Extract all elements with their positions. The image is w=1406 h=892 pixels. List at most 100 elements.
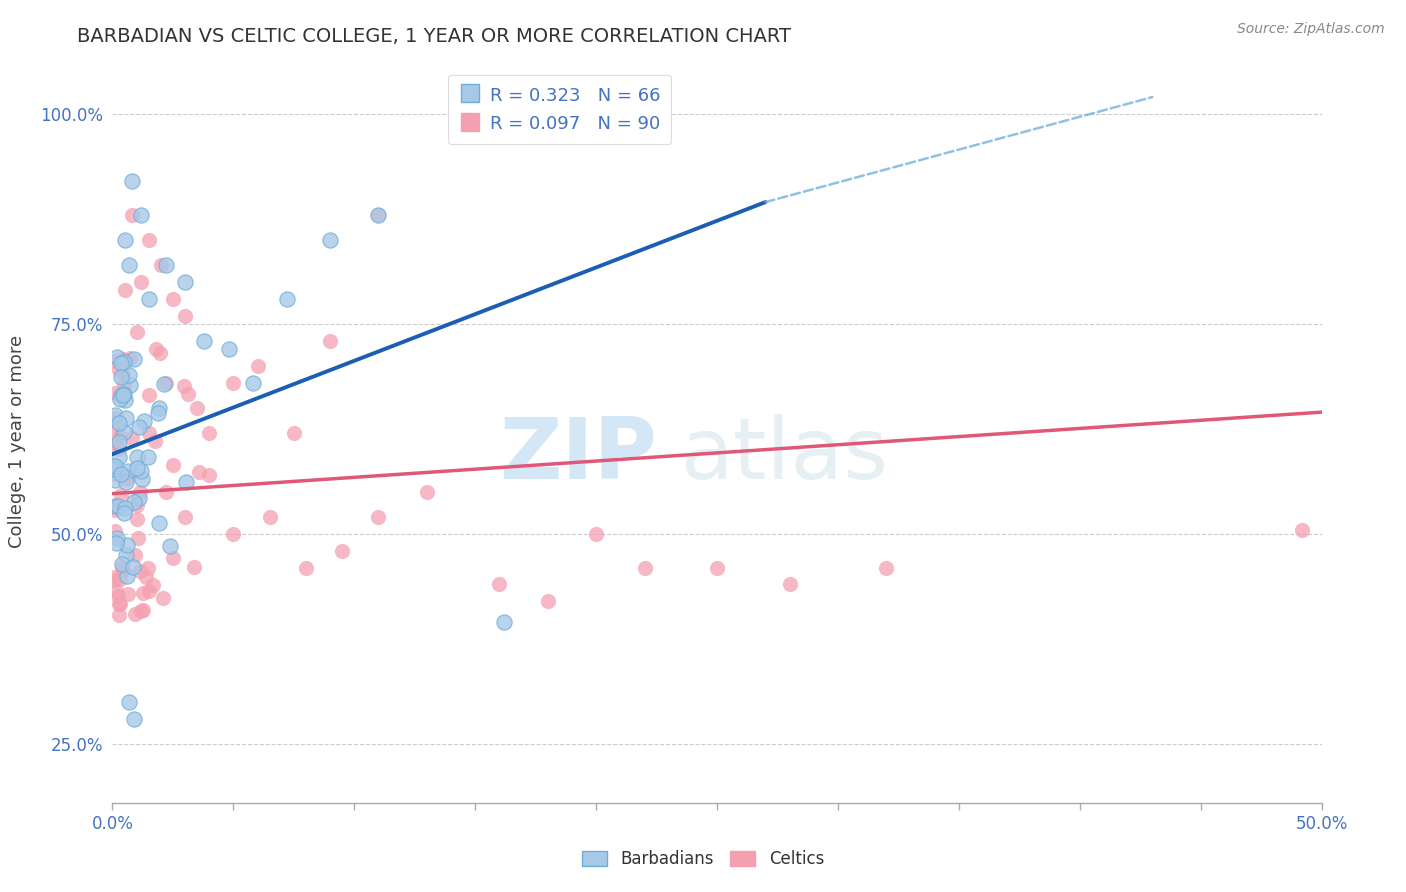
Point [138, 292, 160, 306]
Point [132, 414, 155, 428]
Point [115, 411, 138, 425]
Point [138, 426, 160, 441]
Point [122, 495, 145, 509]
Point [138, 584, 160, 599]
Point [222, 527, 245, 541]
Point [108, 442, 131, 456]
Point [136, 561, 159, 575]
Point [117, 464, 139, 478]
Point [112, 425, 135, 439]
Legend: R = 0.323   N = 66, R = 0.097   N = 90: R = 0.323 N = 66, R = 0.097 N = 90 [449, 75, 671, 145]
Point [117, 568, 139, 582]
Point [107, 450, 129, 464]
Point [173, 378, 195, 392]
Point [104, 425, 127, 439]
Point [162, 458, 184, 472]
Point [104, 436, 127, 450]
Point [104, 354, 127, 368]
Point [706, 560, 728, 574]
Point [117, 472, 139, 486]
Point [112, 377, 135, 392]
Point [155, 376, 177, 390]
Point [155, 258, 177, 272]
Point [174, 275, 197, 289]
Point [127, 450, 149, 465]
Point [145, 342, 167, 356]
Point [148, 516, 170, 530]
Point [108, 392, 131, 407]
Point [108, 429, 131, 443]
Point [118, 368, 141, 382]
Point [124, 607, 146, 621]
Point [110, 370, 132, 384]
Point [108, 434, 131, 449]
Point [585, 527, 607, 541]
Point [112, 506, 135, 520]
Point [131, 275, 153, 289]
Point [319, 233, 342, 247]
Point [122, 712, 145, 726]
Point [104, 473, 127, 487]
Text: ZIP: ZIP [499, 415, 657, 498]
Point [174, 510, 197, 524]
Point [108, 597, 131, 611]
Point [124, 549, 146, 563]
Point [105, 535, 128, 549]
Point [110, 467, 132, 482]
Point [222, 376, 245, 390]
Point [105, 532, 128, 546]
Point [188, 465, 211, 479]
Point [112, 387, 135, 401]
Point [108, 608, 131, 623]
Point [121, 431, 143, 445]
Point [183, 560, 205, 574]
Point [121, 208, 143, 222]
Point [111, 388, 134, 402]
Point [111, 367, 134, 381]
Point [129, 604, 152, 618]
Point [120, 378, 142, 392]
Point [148, 346, 170, 360]
Point [162, 550, 184, 565]
Point [132, 586, 155, 600]
Point [117, 587, 139, 601]
Point [779, 577, 801, 591]
Point [111, 557, 134, 571]
Point [153, 376, 176, 391]
Point [121, 174, 143, 188]
Point [127, 512, 149, 526]
Point [118, 258, 141, 272]
Point [105, 350, 128, 364]
Point [176, 475, 198, 489]
Point [112, 563, 135, 577]
Point [104, 573, 127, 587]
Point [127, 531, 149, 545]
Point [155, 485, 177, 500]
Point [143, 434, 166, 448]
Point [104, 386, 127, 401]
Point [122, 559, 145, 574]
Point [135, 570, 157, 584]
Point [131, 472, 153, 486]
Point [186, 401, 208, 415]
Point [114, 283, 136, 297]
Point [138, 233, 160, 247]
Point [162, 292, 184, 306]
Point [131, 208, 153, 222]
Point [319, 334, 342, 348]
Point [104, 569, 127, 583]
Point [129, 564, 152, 578]
Point [115, 538, 138, 552]
Point [112, 352, 135, 367]
Point [104, 408, 127, 422]
Point [152, 591, 174, 605]
Point [1291, 523, 1313, 537]
Point [118, 695, 141, 709]
Point [367, 208, 389, 222]
Text: Source: ZipAtlas.com: Source: ZipAtlas.com [1237, 22, 1385, 37]
Point [111, 351, 134, 366]
Point [128, 491, 150, 505]
Point [107, 589, 129, 603]
Y-axis label: College, 1 year or more: College, 1 year or more [8, 335, 25, 548]
Point [118, 351, 141, 366]
